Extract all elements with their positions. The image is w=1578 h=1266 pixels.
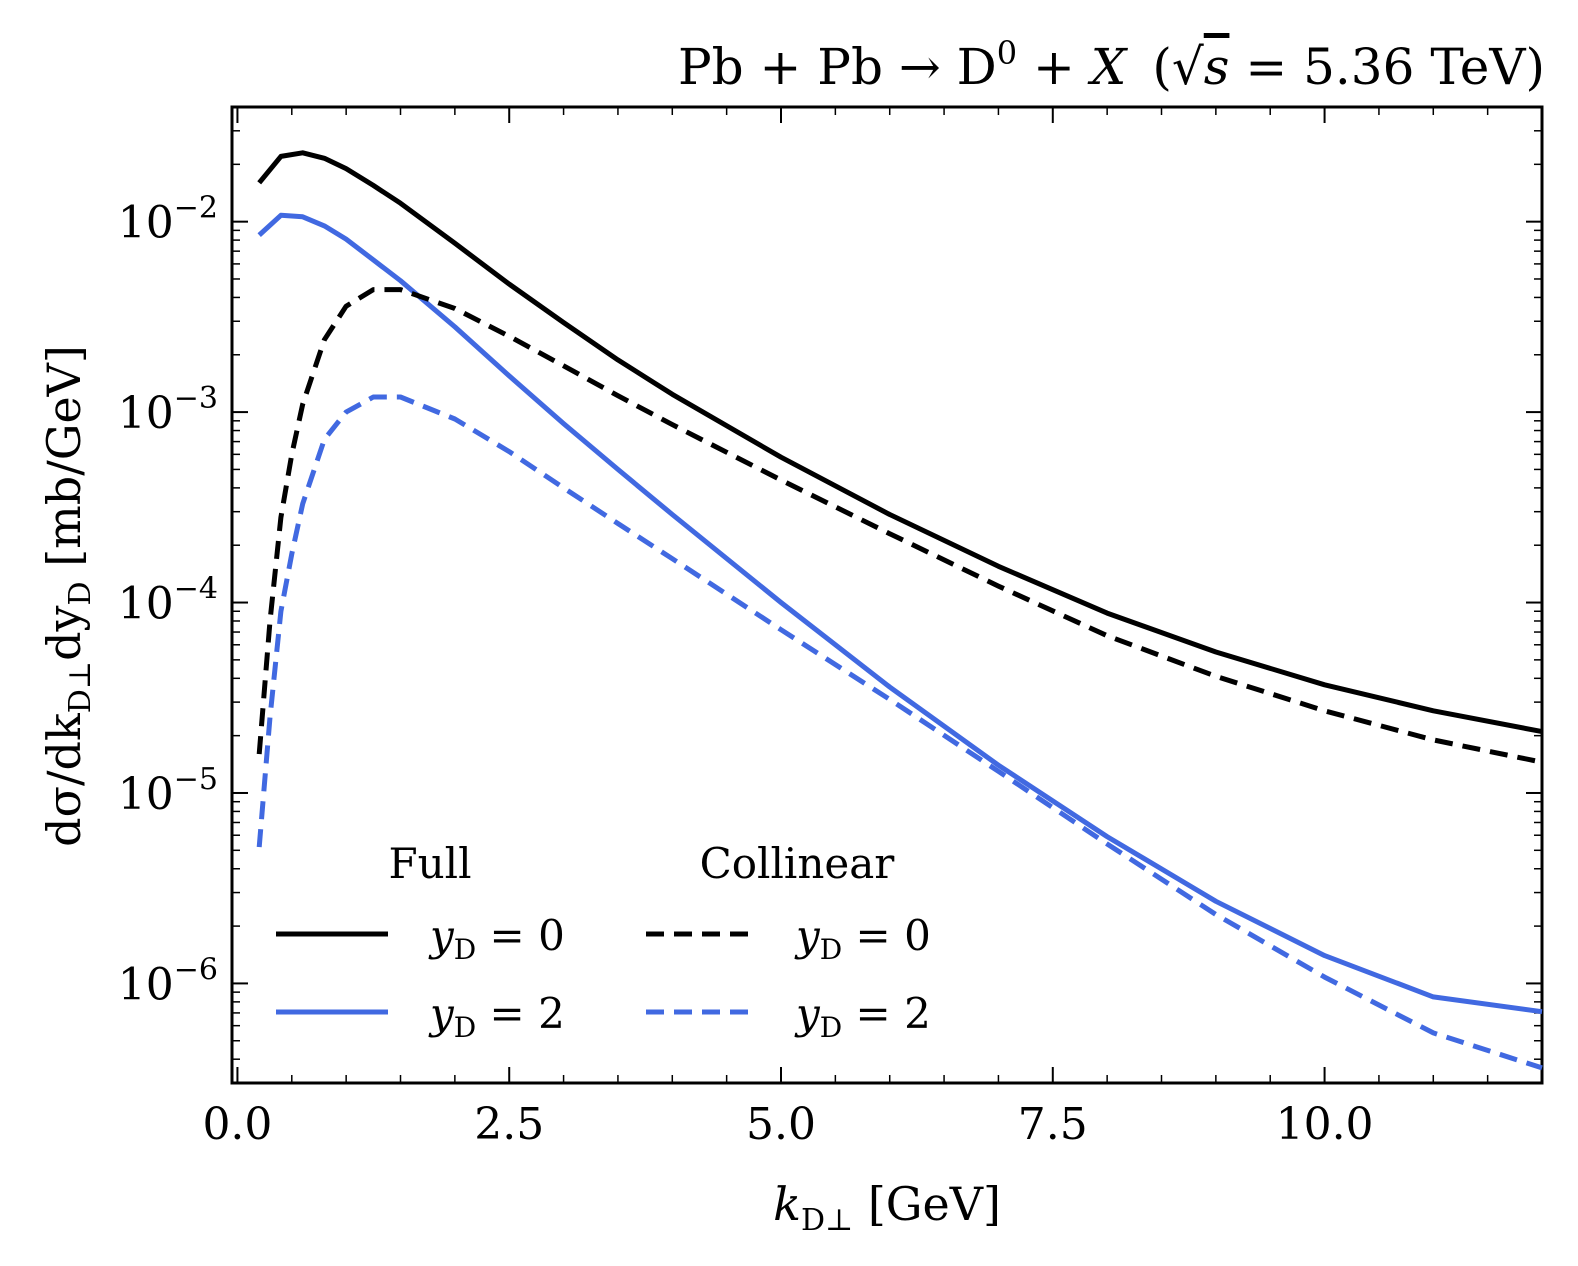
x-tick-label: 7.5	[1018, 1099, 1088, 1150]
legend-var: y	[428, 911, 455, 960]
y-tick-base: 10	[118, 198, 174, 249]
y-tick-label: 10−3	[118, 381, 218, 439]
legend-label-collinear-y2: yD = 2	[794, 989, 931, 1044]
y-tick-base: 10	[118, 388, 174, 439]
x-tick-label: 10.0	[1276, 1099, 1374, 1150]
legend-sub: D	[454, 1011, 476, 1044]
y-tick-exp: −3	[174, 381, 218, 416]
legend-label-full-y0: yD = 0	[428, 911, 565, 966]
title-process: Pb + Pb → D	[678, 38, 997, 96]
legend-var: y	[794, 911, 821, 960]
legend-rest: = 0	[842, 911, 931, 960]
x-axis-unit: [GeV]	[853, 1177, 1001, 1231]
y-tick-exp: −2	[174, 191, 218, 226]
y-axis-title: dσ/dkD⊥dyD [mb/GeV]	[37, 345, 98, 847]
plot-frame	[230, 105, 1544, 1085]
x-tick-label: 5.0	[746, 1099, 816, 1150]
y-tick-exp: −6	[174, 952, 218, 987]
chart-title: Pb + Pb → D0 + X (√s = 5.36 TeV)	[678, 34, 1545, 96]
x-tick-label: 2.5	[474, 1099, 544, 1150]
series-line-full-y-d-0	[257, 150, 1543, 735]
legend-header-collinear: Collinear	[700, 839, 896, 888]
legend-rest: = 2	[476, 989, 565, 1038]
y-tick-label: 10−2	[118, 191, 218, 249]
y-tick-base: 10	[118, 959, 174, 1010]
y-axis-sub1: D⊥	[63, 661, 98, 713]
x-axis-title: kD⊥ [GeV]	[773, 1177, 1001, 1238]
y-tick-base: 10	[118, 769, 174, 820]
title-process-tail: + X	[1017, 38, 1129, 96]
legend-header-full: Full	[388, 839, 471, 888]
legend-var: y	[794, 989, 821, 1038]
y-tick-exp: −5	[174, 762, 218, 797]
x-axis-sub: D⊥	[801, 1203, 853, 1238]
y-tick-label: 10−5	[118, 762, 218, 820]
legend-sub: D	[454, 933, 476, 966]
x-tick-labels: 0.0 2.5 5.0 7.5 10.0	[202, 1099, 1373, 1150]
y-tick-base: 10	[118, 579, 174, 630]
major-ticks	[232, 107, 1542, 1083]
legend-rest: = 2	[842, 989, 931, 1038]
y-tick-label: 10−6	[118, 952, 218, 1010]
legend-sub: D	[820, 1011, 842, 1044]
series-line-collinear-y-d-2	[256, 394, 1543, 1071]
y-axis-unit: [mb/GeV]	[37, 345, 91, 581]
legend-label-collinear-y0: yD = 0	[794, 911, 931, 966]
series-line-full-y-d-2	[257, 212, 1543, 1015]
minor-ticks	[232, 106, 1543, 1084]
title-sqrt-arg: s	[1204, 38, 1230, 96]
title-process-sup: 0	[997, 34, 1017, 72]
x-axis-var: k	[773, 1177, 801, 1231]
legend-var: y	[428, 989, 455, 1038]
title-energy-value: = 5.36 TeV)	[1229, 38, 1545, 96]
title-energy-open: (	[1152, 38, 1172, 96]
y-axis-b: dy	[37, 605, 91, 660]
y-tick-label: 10−4	[118, 572, 218, 630]
y-axis-sub2: D	[63, 581, 98, 605]
legend-label-full-y2: yD = 2	[428, 989, 565, 1044]
legend: Full Collinear yD = 0 yD = 2 yD = 0 yD =…	[276, 839, 931, 1044]
x-tick-label: 0.0	[202, 1099, 272, 1150]
y-tick-exp: −4	[174, 572, 218, 607]
legend-sub: D	[820, 933, 842, 966]
legend-rest: = 0	[476, 911, 565, 960]
title-sqrt: √	[1172, 38, 1204, 96]
y-tick-labels: 10−610−510−410−310−2	[118, 191, 218, 1011]
y-axis-a: dσ/dk	[37, 712, 91, 847]
series-lines	[256, 150, 1543, 1071]
